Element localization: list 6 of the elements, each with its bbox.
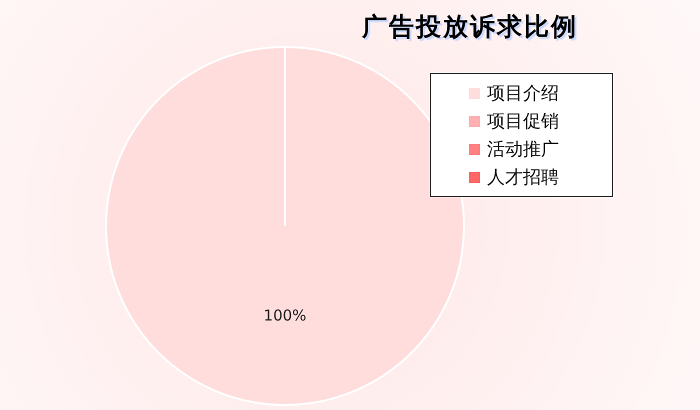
legend-label: 项目促销 bbox=[487, 110, 559, 133]
chart-title: 广告投放诉求比例 bbox=[360, 11, 579, 43]
slice-label: 项目介绍 bbox=[487, 82, 559, 105]
data-label: 100% bbox=[264, 306, 306, 324]
legend-label: 活动推广 bbox=[487, 138, 559, 161]
legend-label: 人才招聘 bbox=[487, 166, 559, 189]
